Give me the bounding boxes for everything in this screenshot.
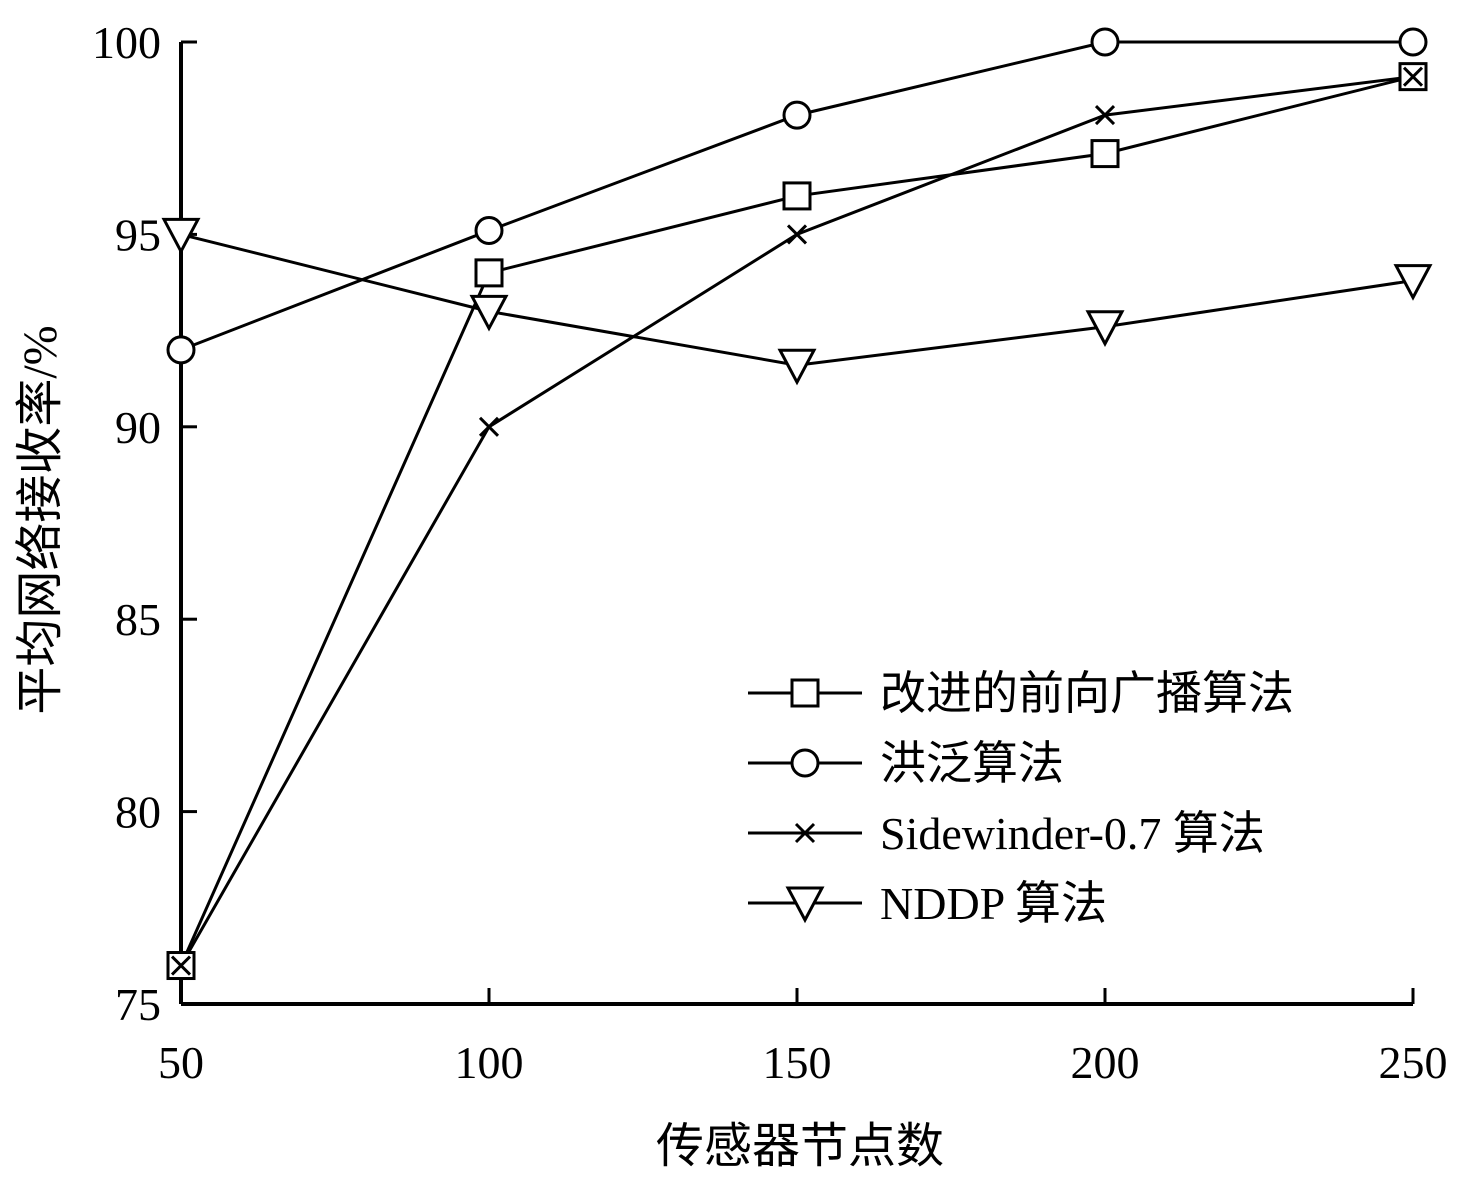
data-point: [782, 181, 812, 211]
axes: 75 80 85 90 95 100 50 100 150 200 250: [92, 17, 1448, 1088]
legend-marker: [790, 748, 820, 778]
x-tick-label: 250: [1379, 1037, 1448, 1088]
data-point: [469, 294, 509, 332]
data-point: [474, 216, 504, 246]
data-point: [1094, 105, 1116, 126]
x-tick-label: 50: [158, 1037, 204, 1088]
data-point: [1090, 27, 1120, 57]
data-point: [161, 217, 201, 255]
data-point: [1398, 27, 1428, 57]
legend-label: 改进的前向广播算法: [880, 668, 1294, 719]
x-tick-label: 150: [763, 1037, 832, 1088]
data-point: [166, 335, 196, 365]
series-markers-0: [166, 62, 1428, 981]
series-markers-3: [161, 217, 1433, 386]
series-3: [180, 232, 1414, 367]
data-point: [170, 955, 192, 976]
legend-entry: 洪泛算法: [748, 738, 1064, 789]
legend-marker: [794, 822, 816, 844]
data-point: [786, 224, 808, 245]
series-markers-1: [166, 27, 1428, 365]
legend-label: Sidewinder-0.7 算法: [880, 808, 1265, 859]
legend-entry: 改进的前向广播算法: [748, 668, 1294, 719]
data-point: [1085, 310, 1125, 347]
y-tick-label: 80: [115, 787, 161, 838]
x-axis-title: 传感器节点数: [656, 1120, 944, 1173]
x-tick-label: 100: [455, 1037, 524, 1088]
data-point: [1090, 139, 1120, 169]
y-tick-label: 95: [115, 209, 161, 260]
legend-label: NDDP 算法: [880, 878, 1107, 929]
y-tick-label: 90: [115, 402, 161, 453]
y-tick-label: 85: [115, 594, 161, 645]
legend-entry: NDDP 算法: [748, 878, 1107, 929]
data-point: [1393, 264, 1433, 301]
data-point: [1402, 66, 1424, 87]
y-axis-title: 平均网络接收率/%: [14, 325, 67, 714]
data-point: [777, 348, 817, 386]
series-line: [180, 232, 1414, 367]
legend-label: 洪泛算法: [880, 738, 1064, 789]
y-tick-label: 75: [115, 979, 161, 1030]
data-point: [474, 258, 504, 288]
y-tick-label: 100: [92, 17, 161, 68]
data-point: [478, 416, 500, 437]
series-markers-2: [170, 66, 1424, 976]
legend-marker: [785, 886, 825, 924]
series-layer: [161, 27, 1433, 981]
legend-marker: [790, 678, 820, 708]
legend-entry: Sidewinder-0.7 算法: [748, 808, 1265, 859]
data-point: [782, 100, 812, 130]
x-tick-label: 200: [1071, 1037, 1140, 1088]
